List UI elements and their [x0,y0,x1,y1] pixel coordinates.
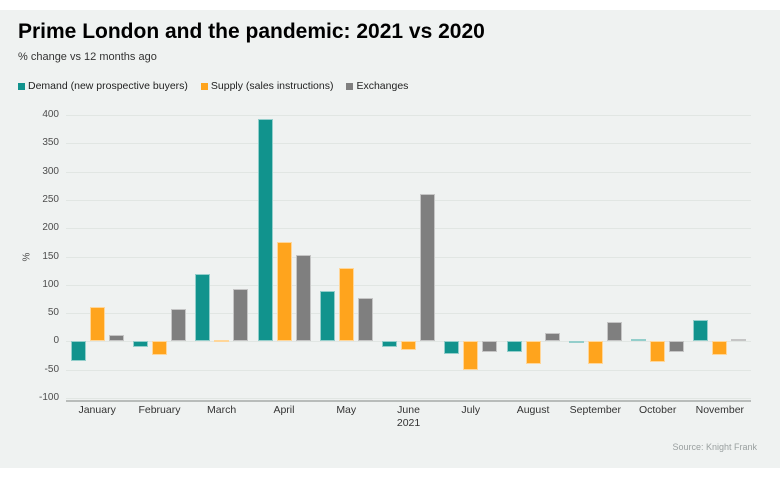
bar-exchanges-october[interactable] [669,341,685,352]
x-axis-label-october: October [638,404,677,416]
bar-demand-february[interactable] [132,341,148,348]
gridline-300 [66,171,751,173]
bar-supply-august[interactable] [525,341,541,364]
y-axis-tick-100: 100 [42,278,59,290]
y-axis-tick-150: 150 [42,250,59,262]
x-axis-line [66,399,751,402]
gridline-100 [66,284,751,286]
bar-supply-june[interactable] [401,341,416,350]
bar-demand-october[interactable] [631,338,647,342]
y-axis-tick-400: 400 [42,109,59,120]
legend-swatch-exchanges [346,82,354,90]
x-axis-label-may: May [336,404,357,416]
legend-item-demand[interactable]: Demand (new prospective buyers) [18,80,188,92]
bar-exchanges-february[interactable] [170,309,186,342]
x-axis-label-january: January [78,404,116,416]
bar-supply-november[interactable] [712,341,728,356]
x-axis-label-march: March [207,404,237,416]
y-axis-tick-300: 300 [42,165,59,177]
legend-item-exchanges[interactable]: Exchanges [346,80,408,92]
x-axis-label-august: August [516,404,550,416]
bar-demand-may[interactable] [319,290,335,342]
gridline-200 [66,228,751,230]
legend-label-exchanges: Exchanges [356,80,409,92]
y-axis-tick-350: 350 [42,137,59,149]
bar-exchanges-april[interactable] [295,254,311,342]
bar-exchanges-june[interactable] [420,193,435,342]
x-axis-sublabel-june: 2021 [396,417,421,429]
chart-panel [0,10,780,468]
bar-demand-september[interactable] [568,341,584,344]
y-axis-tick--100: -100 [38,392,59,403]
bar-supply-february[interactable] [151,341,167,356]
legend-label-demand: Demand (new prospective buyers) [28,80,188,92]
bar-demand-june[interactable] [382,341,397,348]
bar-demand-august[interactable] [506,341,522,352]
legend-label-supply: Supply (sales instructions) [210,80,334,92]
bar-supply-march[interactable] [214,339,230,342]
gridline-250 [66,199,751,201]
chart-title: Prime London and the pandemic: 2021 vs 2… [18,20,485,43]
y-axis-tick-50: 50 [47,307,59,319]
gridline-50 [66,313,751,315]
gridline--50 [66,369,751,371]
legend-swatch-supply [200,82,208,90]
gridline-150 [66,256,751,258]
y-axis-tick-200: 200 [42,222,59,234]
legend-swatch-demand [18,82,25,90]
bar-supply-april[interactable] [276,242,292,342]
bar-exchanges-september[interactable] [606,321,622,342]
bar-supply-january[interactable] [89,307,105,342]
bar-supply-july[interactable] [463,341,479,370]
source-credit: Source: Knight Frank [672,442,757,452]
y-axis-title: % [21,252,33,261]
chart-legend: Demand (new prospective buyers) Supply (s… [18,80,408,92]
bar-exchanges-november[interactable] [731,338,747,342]
x-axis-label-september: September [569,404,622,416]
gridline--100 [66,398,751,399]
bar-exchanges-may[interactable] [357,297,373,342]
gridline-400 [66,115,751,116]
bar-supply-may[interactable] [338,267,354,342]
legend-item-supply[interactable]: Supply (sales instructions) [200,80,334,92]
y-axis-tick-250: 250 [42,193,59,205]
bar-demand-march[interactable] [195,273,211,342]
x-axis-label-february: February [138,404,181,416]
x-axis-label-november: November [695,404,745,416]
bar-demand-july[interactable] [444,341,460,354]
bar-exchanges-july[interactable] [482,341,498,352]
x-axis-label-june: June [397,404,420,416]
bar-exchanges-march[interactable] [233,288,249,342]
bar-exchanges-august[interactable] [544,332,560,342]
y-axis-tick-0: 0 [53,335,59,347]
bar-supply-october[interactable] [650,341,666,363]
x-axis-label-july: July [461,404,481,416]
bar-demand-april[interactable] [257,119,273,342]
chart-subtitle: % change vs 12 months ago [18,51,157,63]
bar-demand-november[interactable] [693,319,709,342]
gridline-350 [66,143,751,145]
bar-supply-september[interactable] [587,341,603,364]
bar-exchanges-january[interactable] [108,334,124,342]
x-axis-label-april: April [273,404,295,416]
bar-demand-january[interactable] [70,341,86,362]
y-axis-tick--50: -50 [44,363,59,375]
